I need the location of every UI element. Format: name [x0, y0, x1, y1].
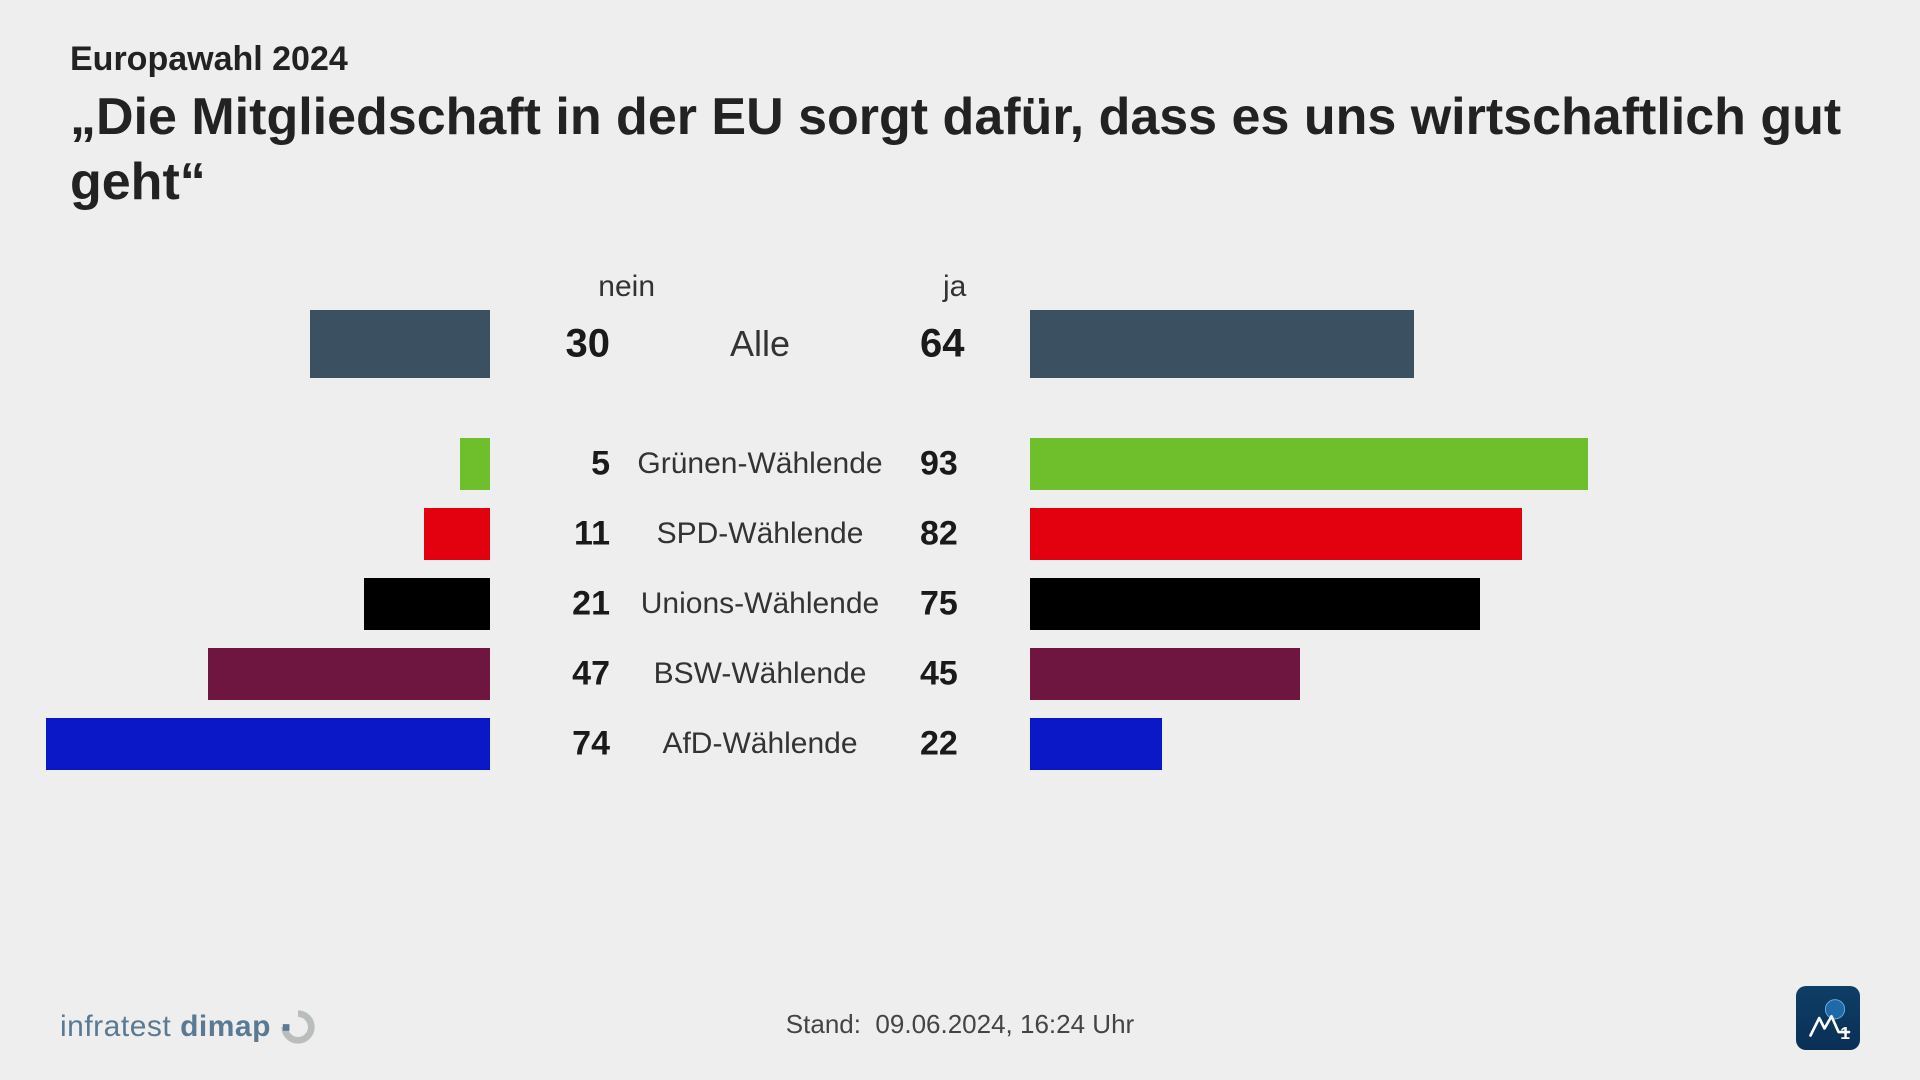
bar-no [364, 578, 490, 630]
bar-no [460, 438, 490, 490]
value-no: 47 [520, 655, 610, 694]
chart-title: „Die Mitgliedschaft in der EU sorgt dafü… [70, 85, 1850, 215]
bar-yes [1030, 508, 1522, 560]
row-spd-w-hlende: 11SPD-Wählende82 [0, 508, 1920, 560]
footer: infratest dimap Stand: 09.06.2024, 16:24… [0, 986, 1920, 1056]
bar-no [310, 310, 490, 378]
row-gr-nen-w-hlende: 5Grünen-Wählende93 [0, 438, 1920, 490]
header: Europawahl 2024 „Die Mitgliedschaft in d… [0, 0, 1920, 215]
value-no: 11 [520, 515, 610, 554]
row-label: SPD-Wählende [610, 517, 910, 551]
bar-yes [1030, 648, 1300, 700]
value-no: 21 [520, 585, 610, 624]
value-no: 30 [520, 322, 610, 367]
brand-icon [279, 1008, 317, 1046]
value-yes: 64 [910, 322, 1000, 367]
value-yes: 45 [910, 655, 1000, 694]
row-label: Alle [610, 323, 910, 365]
diverging-bar-chart: nein ja 30Alle64 5Grünen-Wählende93 11SPD-Wä… [0, 270, 1920, 770]
bar-yes [1030, 310, 1414, 378]
bar-yes [1030, 578, 1480, 630]
axis-yes-label: ja [943, 270, 966, 304]
value-yes: 75 [910, 585, 1000, 624]
row-unions-w-hlende: 21Unions-Wählende75 [0, 578, 1920, 630]
row-label: BSW-Wählende [610, 657, 910, 691]
row-label: AfD-Wählende [610, 727, 910, 761]
bar-no [46, 718, 490, 770]
value-yes: 82 [910, 515, 1000, 554]
brand-infratest-dimap: infratest dimap [60, 1008, 317, 1046]
brand-text: infratest dimap [60, 1010, 271, 1044]
bar-yes [1030, 438, 1588, 490]
stand-text: Stand: 09.06.2024, 16:24 Uhr [786, 1009, 1134, 1040]
bar-no [208, 648, 490, 700]
bar-no [424, 508, 490, 560]
value-no: 5 [520, 445, 610, 484]
svg-text:1: 1 [1840, 1023, 1850, 1043]
axis-no-label: nein [535, 270, 655, 304]
row-alle: 30Alle64 [0, 310, 1920, 378]
overline: Europawahl 2024 [70, 40, 1850, 79]
value-yes: 22 [910, 725, 1000, 764]
value-yes: 93 [910, 445, 1000, 484]
row-label: Grünen-Wählende [610, 447, 910, 481]
ard-logo-icon: 1 [1796, 986, 1860, 1050]
bar-yes [1030, 718, 1162, 770]
value-no: 74 [520, 725, 610, 764]
row-afd-w-hlende: 74AfD-Wählende22 [0, 718, 1920, 770]
row-label: Unions-Wählende [610, 587, 910, 621]
row-bsw-w-hlende: 47BSW-Wählende45 [0, 648, 1920, 700]
axis-labels: nein ja [0, 270, 1920, 310]
